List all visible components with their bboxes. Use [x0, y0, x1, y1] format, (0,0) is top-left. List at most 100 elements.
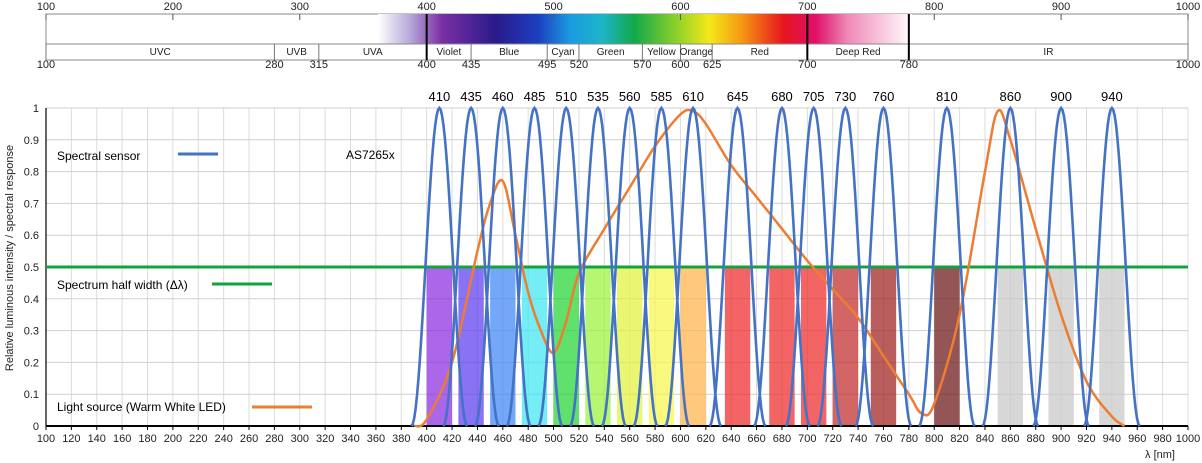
x-tick-label: 580 [646, 433, 664, 445]
x-tick-label: 820 [950, 433, 968, 445]
spectrum-bottom-tick-label: 1000 [1176, 59, 1200, 71]
x-tick-label: 740 [849, 433, 867, 445]
spectrum-band-label: UVA [363, 47, 383, 58]
y-tick-label: 0.1 [24, 389, 39, 401]
channel-label-560: 560 [619, 89, 641, 104]
chart-annotation: AS7265x [346, 148, 395, 162]
spectrum-top-tick-label: 700 [798, 1, 816, 13]
axes: 100 120 140 160 180 200 220 240 260 280 300 320 340 3… [24, 103, 1201, 445]
sensor-response-510 [537, 105, 596, 427]
x-tick-label: 800 [925, 433, 943, 445]
y-tick-label: 0.5 [24, 262, 39, 274]
y-tick-label: 0.3 [24, 326, 39, 338]
spectrum-top-tick-label: 400 [417, 1, 435, 13]
sensor-response-460 [473, 105, 532, 427]
x-tick-label: 560 [621, 433, 639, 445]
x-tick-label: 640 [722, 433, 740, 445]
y-tick-label: 0.7 [24, 198, 39, 210]
channel-band-760 [870, 267, 897, 426]
sensor-response-680 [752, 105, 811, 427]
sensor-response-435 [442, 105, 501, 427]
channel-label-705: 705 [803, 89, 825, 104]
sensor-response-560 [600, 105, 659, 427]
spectrum-bottom-tick-label: 700 [798, 59, 816, 71]
x-tick-label: 380 [392, 433, 410, 445]
spectrum-bar: 100 200 300 400 500 600 700 800 900 1000 100 280 315… [37, 1, 1200, 71]
spectrum-bottom-tick-label: 400 [417, 59, 435, 71]
x-tick-label: 500 [544, 433, 562, 445]
x-tick-label: 920 [1077, 433, 1095, 445]
spectrum-bottom-tick-label: 625 [703, 59, 721, 71]
x-tick-label: 540 [595, 433, 613, 445]
channel-label-535: 535 [587, 89, 609, 104]
channel-label-610: 610 [682, 89, 704, 104]
x-tick-label: 1000 [1176, 433, 1200, 445]
spectrum-bottom-tick-label: 435 [462, 59, 480, 71]
x-tick-label: 860 [1001, 433, 1019, 445]
x-tick-label: 480 [519, 433, 537, 445]
channel-label-645: 645 [727, 89, 749, 104]
y-axis-label: Relative luminous intensity / spectral r… [4, 145, 16, 371]
spectrum-band-label: UVC [150, 47, 171, 58]
sensor-response-705 [784, 105, 843, 427]
x-tick-label: 180 [138, 433, 156, 445]
legend-label-light-source: Light source (Warm White LED) [57, 400, 226, 414]
channel-label-730: 730 [835, 89, 857, 104]
spectrum-band-label: Violet [436, 47, 461, 58]
x-tick-label: 760 [874, 433, 892, 445]
channel-label-860: 860 [1000, 89, 1022, 104]
spectrum-band-label: Cyan [551, 47, 574, 58]
channel-label-900: 900 [1050, 89, 1072, 104]
channel-label-810: 810 [936, 89, 958, 104]
y-tick-label: 0.9 [24, 135, 39, 147]
sensor-response-860 [981, 105, 1040, 427]
sensor-response-410 [410, 105, 469, 427]
sensor-response-535 [569, 105, 627, 427]
sensor-response-810 [917, 105, 976, 427]
channel-label-940: 940 [1101, 89, 1123, 104]
x-tick-label: 840 [976, 433, 994, 445]
channel-label-460: 460 [492, 89, 514, 104]
x-tick-label: 100 [37, 433, 55, 445]
channel-bands [426, 267, 1125, 426]
spectrum-top-tick-label: 200 [164, 1, 182, 13]
x-tick-label: 780 [900, 433, 918, 445]
spectrum-bottom-tick-label: 570 [633, 59, 651, 71]
channel-label-435: 435 [460, 89, 482, 104]
channel-label-680: 680 [771, 89, 793, 104]
legend-spectral-sensor: Spectral sensor [57, 149, 218, 163]
spectrum-band-label: Green [597, 47, 625, 58]
sensor-response-585 [632, 105, 691, 427]
spectrum-bottom-tick-label: 280 [265, 59, 283, 71]
x-tick-label: 200 [164, 433, 182, 445]
channel-label-585: 585 [651, 89, 673, 104]
spectrum-bottom-tick-label: 780 [900, 59, 918, 71]
spectrum-band-label: Blue [499, 47, 519, 58]
spectrum-bottom-tick-label: 315 [310, 59, 328, 71]
sensor-response-760 [854, 105, 913, 427]
y-tick-label: 0.8 [24, 167, 39, 179]
spectrum-bottom-tick-label: 100 [37, 59, 55, 71]
spectrum-band-label: Deep Red [836, 47, 881, 58]
spectrum-bottom-tick-label: 520 [570, 59, 588, 71]
x-tick-label: 940 [1103, 433, 1121, 445]
legend-label-spectral-sensor: Spectral sensor [57, 149, 140, 163]
spectrum-top-tick-label: 1000 [1176, 1, 1200, 13]
x-tick-label: 240 [214, 433, 232, 445]
x-tick-label: 400 [417, 433, 435, 445]
series-lines [46, 105, 1188, 428]
sensor-response-940 [1082, 105, 1141, 427]
x-tick-label: 360 [367, 433, 385, 445]
visible-gradient [378, 14, 912, 44]
channel-label-485: 485 [524, 89, 546, 104]
legend-light-source: Light source (Warm White LED) [57, 400, 312, 414]
x-tick-label: 600 [671, 433, 689, 445]
y-tick-label: 0 [33, 421, 39, 433]
x-tick-label: 660 [747, 433, 765, 445]
spectrum-top-tick-label: 900 [1052, 1, 1070, 13]
channel-band-900 [1048, 267, 1074, 426]
channel-band-810 [934, 267, 960, 426]
x-axis-label: λ [nm] [1145, 449, 1175, 461]
x-tick-label: 340 [341, 433, 359, 445]
